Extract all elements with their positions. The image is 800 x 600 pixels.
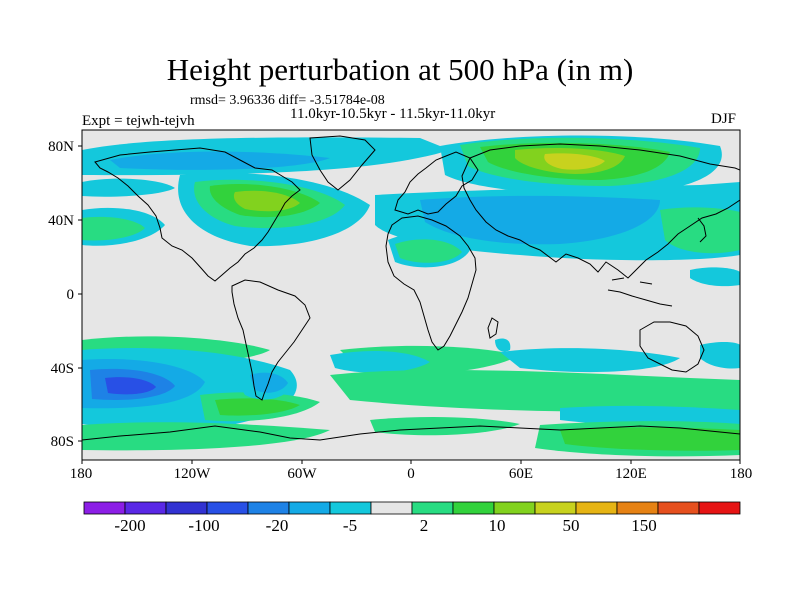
- colorbar-swatch: [83, 501, 126, 515]
- contour-region: [110, 151, 330, 170]
- contour-region: [395, 239, 462, 263]
- colorbar-swatch: [698, 501, 741, 515]
- lon-label-120w: 120W: [173, 466, 211, 482]
- coastlines: [82, 135, 740, 441]
- colorbar-swatch: [247, 501, 290, 515]
- colorbar-swatch: [657, 501, 700, 515]
- coastline-north-america: [94, 147, 301, 282]
- contour-region: [330, 350, 430, 373]
- colorbar-swatch: [370, 501, 413, 515]
- colorbar-label: -5: [342, 516, 358, 535]
- colorbar-swatch: [452, 501, 495, 515]
- coastline-antarctica: [82, 425, 740, 441]
- coastline-japan: [697, 217, 707, 243]
- colorbar-swatch: [288, 501, 331, 515]
- lon-label-180w: 180: [69, 466, 93, 482]
- contour-region: [560, 427, 740, 451]
- contour-region: [82, 216, 145, 241]
- contour-region: [330, 369, 740, 412]
- lat-label-80s: 80S: [50, 434, 74, 450]
- coastline-asia: [461, 143, 740, 279]
- contour-region: [500, 348, 680, 373]
- colorbar-label: 50: [562, 516, 580, 535]
- lon-label-180e: 180: [729, 466, 753, 482]
- colorbar: [83, 501, 741, 515]
- period-text: 11.0kyr-10.5kyr - 11.5kyr-11.0kyr: [290, 106, 496, 122]
- contour-region: [495, 338, 511, 352]
- coastline-australia: [639, 321, 705, 373]
- lon-label-0: 0: [407, 466, 415, 482]
- contour-region: [420, 195, 660, 245]
- lat-label-40s: 40S: [50, 361, 74, 377]
- colorbar-swatch: [411, 501, 454, 515]
- colorbar-swatch: [493, 501, 536, 515]
- coastline-indonesia: [607, 277, 673, 307]
- contour-region: [250, 372, 288, 393]
- coastline-greenland: [309, 135, 376, 191]
- contour-region: [370, 416, 520, 436]
- colorbar-label: 2: [419, 516, 429, 535]
- lon-label-60w: 60W: [287, 466, 317, 482]
- colorbar-swatch: [534, 501, 577, 515]
- coastline-africa: [385, 215, 477, 351]
- contour-region: [215, 398, 300, 416]
- contour-region: [544, 153, 605, 170]
- map-title: Height perturbation at 500 hPa (in m): [166, 52, 634, 87]
- contour-region: [82, 422, 330, 451]
- lat-label-0: 0: [66, 287, 75, 303]
- contour-region: [82, 178, 175, 197]
- contour-region: [700, 341, 740, 369]
- lon-label-120e: 120E: [615, 466, 647, 482]
- lon-label-60e: 60E: [508, 466, 534, 482]
- lat-label-80n: 80N: [48, 139, 74, 155]
- contour-region: [105, 377, 156, 395]
- coastline-south-america: [231, 279, 311, 401]
- coastline-europe: [394, 151, 479, 215]
- contour-region: [560, 405, 740, 427]
- contour-region: [660, 207, 740, 254]
- contour-region: [690, 267, 740, 287]
- colorbar-swatch: [575, 501, 618, 515]
- colorbar-label: 150: [631, 516, 657, 535]
- colorbar-label: -20: [265, 516, 289, 535]
- colorbar-label: -200: [114, 516, 146, 535]
- colorbar-swatch: [165, 501, 208, 515]
- colorbar-swatch: [206, 501, 249, 515]
- colorbar-swatch: [616, 501, 659, 515]
- colorbar-label: -100: [188, 516, 220, 535]
- colorbar-swatch: [329, 501, 372, 515]
- lat-label-40n: 40N: [48, 213, 74, 229]
- coastline-madagascar: [487, 317, 499, 339]
- experiment-label: Expt = tejwh-tejvh: [82, 113, 195, 129]
- stats-text: rmsd= 3.96336 diff= -3.51784e-08: [190, 93, 385, 108]
- axis-ticks: [78, 145, 741, 464]
- contour-field: [82, 130, 740, 460]
- season-label: DJF: [711, 111, 737, 127]
- colorbar-label: 10: [488, 516, 506, 535]
- colorbar-swatch: [124, 501, 167, 515]
